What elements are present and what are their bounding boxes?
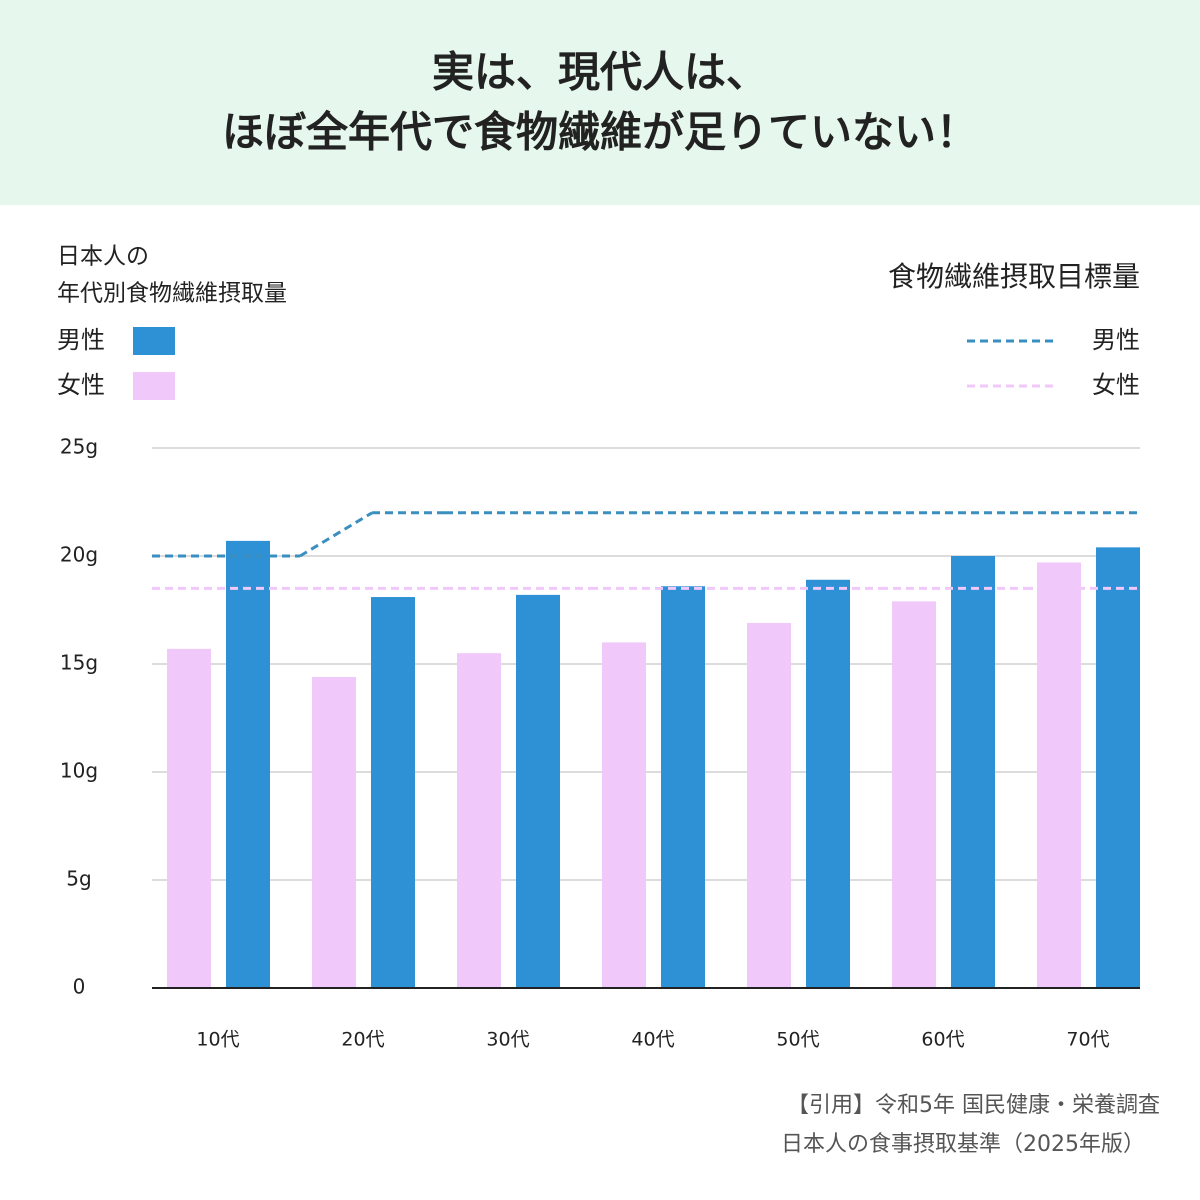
legend-title: 年代別食物繊維摂取量 xyxy=(57,281,287,307)
x-tick-label: 10代 xyxy=(196,1029,239,1051)
bar xyxy=(806,579,850,988)
bar xyxy=(951,556,995,988)
y-tick-label: 20g xyxy=(60,543,98,567)
legend-label: 女性 xyxy=(57,371,105,399)
bar xyxy=(167,648,211,988)
source: 【引用】令和5年 国民健康・栄養調査 xyxy=(787,1093,1160,1118)
y-tick-label: 10g xyxy=(60,759,98,783)
target-legend-label: 女性 xyxy=(1092,371,1140,399)
y-tick-label: 5g xyxy=(66,867,91,891)
legend-title: 日本人の xyxy=(57,244,149,270)
bar xyxy=(1037,562,1081,988)
chart-title: ほぼ全年代で食物繊維が足りていない！ xyxy=(222,108,978,157)
x-tick-label: 40代 xyxy=(631,1029,674,1051)
y-tick-label: 15g xyxy=(60,651,98,675)
bar xyxy=(892,601,936,988)
y-tick-label: 25g xyxy=(60,435,98,459)
source: 日本人の食事摂取基準（2025年版） xyxy=(781,1132,1145,1157)
legend-swatch xyxy=(133,327,175,355)
x-tick-label: 50代 xyxy=(776,1029,819,1051)
legend-swatch xyxy=(133,372,175,400)
bar xyxy=(602,642,646,988)
x-tick-label: 60代 xyxy=(921,1029,964,1051)
bar xyxy=(371,597,415,988)
y-tick-label: 0 xyxy=(73,975,86,999)
target-legend-label: 男性 xyxy=(1092,326,1140,354)
x-tick-label: 70代 xyxy=(1066,1029,1109,1051)
bar xyxy=(661,586,705,988)
chart-title: 実は、現代人は、 xyxy=(432,48,768,97)
bar xyxy=(516,594,560,988)
legend-label: 男性 xyxy=(57,326,105,354)
x-tick-label: 20代 xyxy=(341,1029,384,1051)
bar xyxy=(457,653,501,988)
bar xyxy=(747,622,791,988)
bar xyxy=(226,540,270,988)
x-tick-label: 30代 xyxy=(486,1029,529,1051)
target-legend-title: 食物繊維摂取目標量 xyxy=(888,260,1140,293)
header-band xyxy=(0,0,1200,205)
bar xyxy=(1096,547,1140,988)
bar xyxy=(312,676,356,988)
target-connector xyxy=(299,511,373,558)
